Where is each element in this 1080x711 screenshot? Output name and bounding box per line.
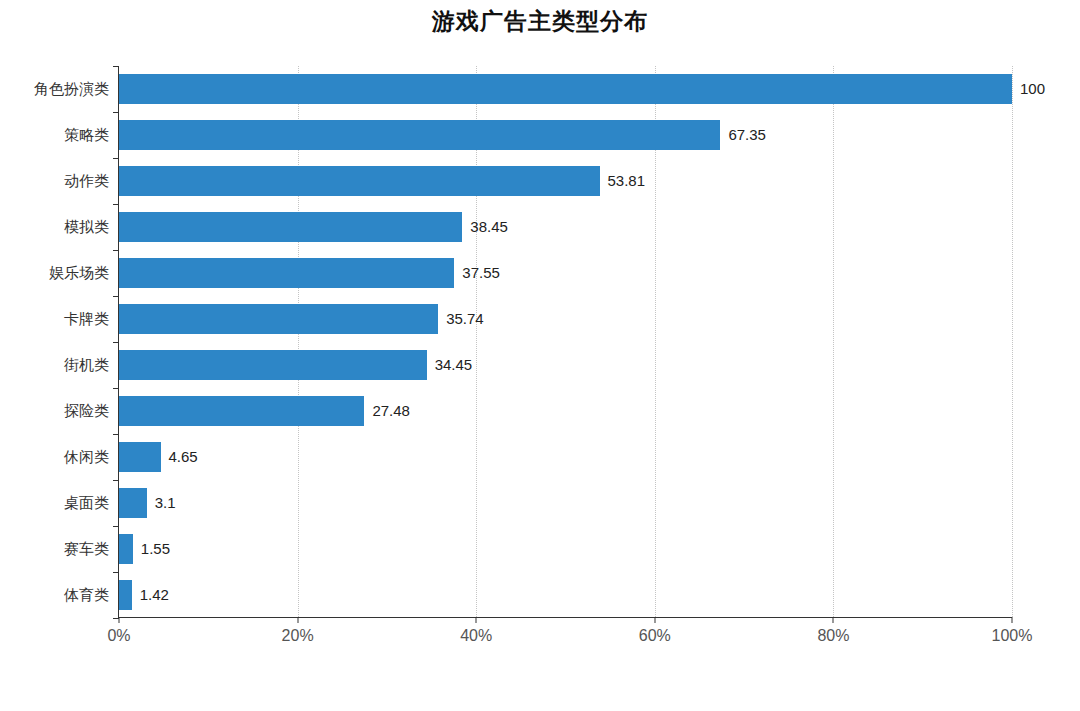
category-label: 策略类 bbox=[1, 112, 109, 158]
bar-value-label: 38.45 bbox=[470, 212, 508, 242]
chart-row: 探险类27.48 bbox=[119, 388, 1012, 434]
bar bbox=[119, 212, 462, 242]
x-tick-label: 60% bbox=[639, 627, 671, 645]
bar bbox=[119, 304, 438, 334]
category-label: 娱乐场类 bbox=[1, 250, 109, 296]
bar-value-label: 67.35 bbox=[728, 120, 766, 150]
category-label: 角色扮演类 bbox=[1, 66, 109, 112]
chart-row: 街机类34.45 bbox=[119, 342, 1012, 388]
category-label: 动作类 bbox=[1, 158, 109, 204]
category-label: 街机类 bbox=[1, 342, 109, 388]
category-label: 探险类 bbox=[1, 388, 109, 434]
category-label: 休闲类 bbox=[1, 434, 109, 480]
x-tick-label: 40% bbox=[460, 627, 492, 645]
x-tick-label: 20% bbox=[282, 627, 314, 645]
bar bbox=[119, 166, 600, 196]
bar bbox=[119, 396, 364, 426]
bar bbox=[119, 74, 1012, 104]
chart-row: 体育类1.42 bbox=[119, 572, 1012, 618]
category-label: 桌面类 bbox=[1, 480, 109, 526]
category-label: 体育类 bbox=[1, 572, 109, 618]
category-label: 卡牌类 bbox=[1, 296, 109, 342]
bar bbox=[119, 534, 133, 564]
bar bbox=[119, 120, 720, 150]
bar bbox=[119, 350, 427, 380]
bar-value-label: 3.1 bbox=[155, 488, 176, 518]
bar-value-label: 100 bbox=[1020, 74, 1045, 104]
chart-canvas: 游戏广告主类型分布 角色扮演类100策略类67.35动作类53.81模拟类38.… bbox=[0, 0, 1080, 711]
chart-row: 娱乐场类37.55 bbox=[119, 250, 1012, 296]
category-label: 赛车类 bbox=[1, 526, 109, 572]
bar-value-label: 53.81 bbox=[608, 166, 646, 196]
chart-row: 赛车类1.55 bbox=[119, 526, 1012, 572]
bar-value-label: 4.65 bbox=[169, 442, 198, 472]
x-tick-label: 0% bbox=[107, 627, 130, 645]
chart-row: 动作类53.81 bbox=[119, 158, 1012, 204]
chart-row: 卡牌类35.74 bbox=[119, 296, 1012, 342]
x-tick-label: 100% bbox=[992, 627, 1033, 645]
bar-value-label: 37.55 bbox=[462, 258, 500, 288]
category-label: 模拟类 bbox=[1, 204, 109, 250]
bar-value-label: 27.48 bbox=[372, 396, 410, 426]
bar bbox=[119, 258, 454, 288]
gridline-100% bbox=[1012, 66, 1013, 617]
chart-title: 游戏广告主类型分布 bbox=[0, 6, 1080, 37]
chart-row: 策略类67.35 bbox=[119, 112, 1012, 158]
plot-area: 角色扮演类100策略类67.35动作类53.81模拟类38.45娱乐场类37.5… bbox=[118, 66, 1012, 618]
chart-row: 桌面类3.1 bbox=[119, 480, 1012, 526]
chart-row: 休闲类4.65 bbox=[119, 434, 1012, 480]
bar-value-label: 35.74 bbox=[446, 304, 484, 334]
chart-row: 模拟类38.45 bbox=[119, 204, 1012, 250]
chart-row: 角色扮演类100 bbox=[119, 66, 1012, 112]
bar bbox=[119, 488, 147, 518]
bars-layer: 角色扮演类100策略类67.35动作类53.81模拟类38.45娱乐场类37.5… bbox=[119, 66, 1012, 617]
bar-value-label: 34.45 bbox=[435, 350, 473, 380]
bar-value-label: 1.55 bbox=[141, 534, 170, 564]
bar bbox=[119, 580, 132, 610]
bar bbox=[119, 442, 161, 472]
bar-value-label: 1.42 bbox=[140, 580, 169, 610]
x-tick-label: 80% bbox=[817, 627, 849, 645]
